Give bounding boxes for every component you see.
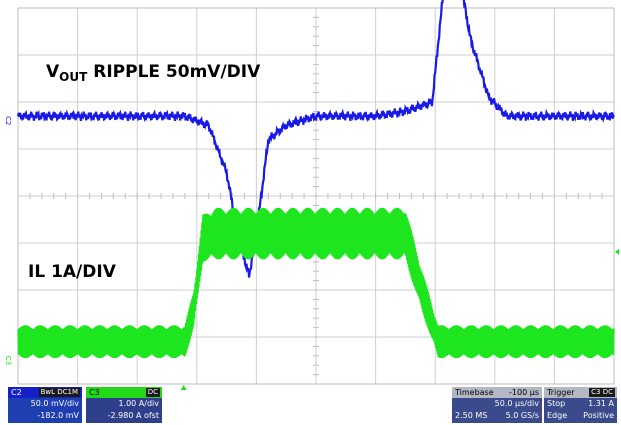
timebase-per-div: 50.0 µs/div [494,399,539,408]
markers: C2 C3 [4,116,619,390]
inductor-current-label: IL 1A/DIV [28,262,117,282]
trigger-slope: Positive [583,411,614,420]
trigger-level: 1.31 A [588,399,614,408]
timebase-offset: -100 µs [509,388,539,397]
trigger-tag: C3 DC [589,388,615,397]
channel-c2-scale: 50.0 mV/div [30,399,79,408]
channel-c3-name: C3 [89,388,100,397]
trigger-level-marker [615,248,619,255]
trigger-mode: Stop [547,399,566,408]
channel-c3-offset: -2.980 A ofst [107,411,159,420]
vout-ripple-trace [16,0,615,278]
graticule [17,7,615,385]
trigger-panel[interactable]: Trigger C3 DC Stop 1.31 A Edge Positive [544,387,617,423]
traces [16,0,615,359]
timebase-rate: 5.0 GS/s [505,411,539,420]
timebase-title: Timebase [455,388,494,397]
vout-ripple-label: VOUT RIPPLE 50mV/DIV [46,62,261,84]
channel-c2-ground-marker: C2 [4,116,12,125]
channel-c2-tag: BwL DC1M [38,388,80,397]
timebase-panel[interactable]: Timebase -100 µs 50.0 µs/div 2.50 MS 5.0 G… [452,387,542,423]
channel-c2-panel[interactable]: C2 BwL DC1M 50.0 mV/div -182.0 mV [8,387,82,423]
channel-c3-tag: DC [145,388,160,397]
channel-c3-panel[interactable]: C3 DC 1.00 A/div -2.980 A ofst [86,387,162,423]
channel-c3-ground-marker: C3 [4,356,12,365]
graticule-border [17,7,615,385]
channel-c2-offset: -182.0 mV [37,411,79,420]
trigger-title: Trigger [547,388,575,397]
timebase-samples: 2.50 MS [455,411,488,420]
inductor-current-trace [17,207,615,359]
channel-c3-scale: 1.00 A/div [118,399,159,408]
channel-c2-name: C2 [11,388,22,397]
trigger-type: Edge [547,411,568,420]
trigger-position-marker [180,385,187,390]
